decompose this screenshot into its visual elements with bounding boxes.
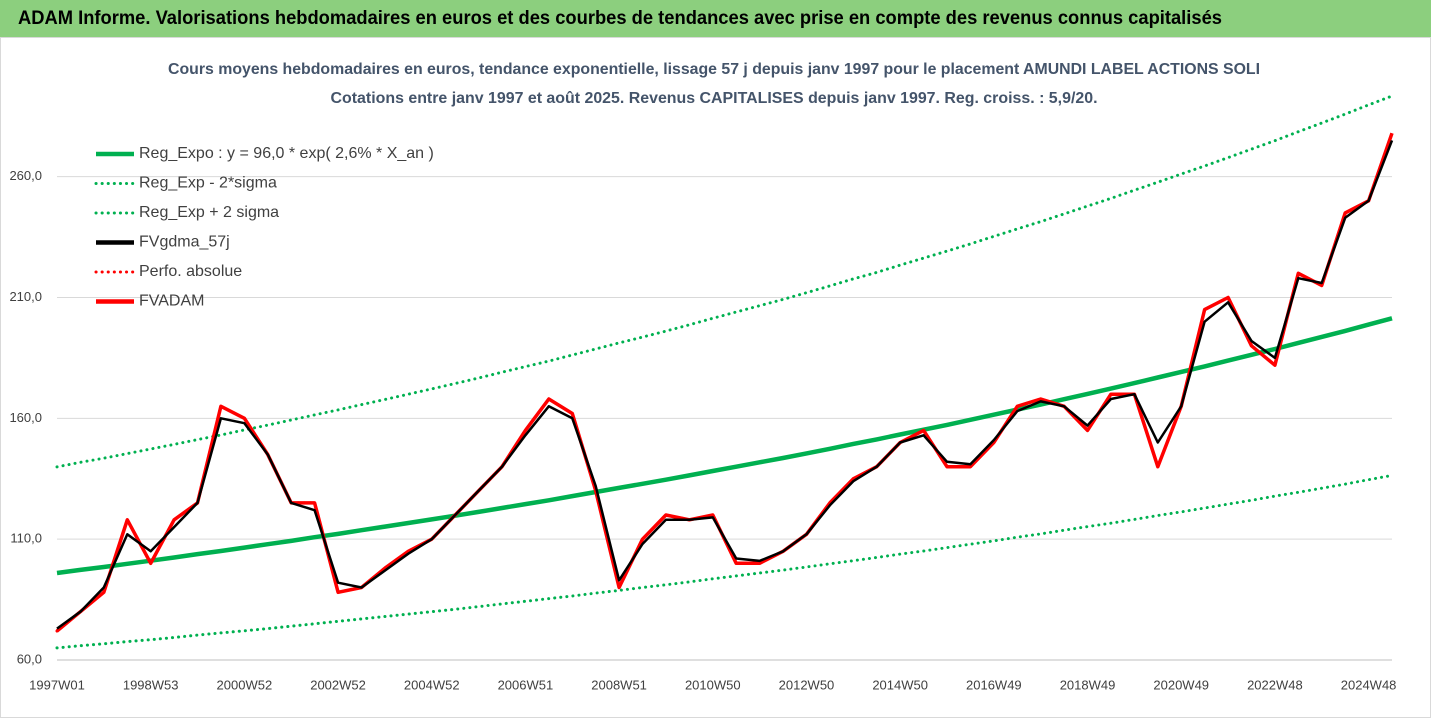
legend-label: Reg_Expo : y = 96,0 * exp( 2,6% * X_an ) bbox=[139, 145, 434, 162]
x-tick-label: 2010W50 bbox=[685, 677, 741, 692]
x-tick-label: 2024W48 bbox=[1341, 677, 1397, 692]
x-tick-label: 1998W53 bbox=[123, 677, 179, 692]
series-line bbox=[56, 139, 1394, 630]
x-tick-label: 2018W49 bbox=[1060, 677, 1116, 692]
x-tick-label: 2014W50 bbox=[872, 677, 928, 692]
y-tick-label: 260,0 bbox=[9, 168, 42, 183]
x-tick-label: 2008W51 bbox=[591, 677, 647, 692]
y-tick-label: 110,0 bbox=[10, 531, 42, 546]
x-tick-label: 2006W51 bbox=[498, 677, 554, 692]
y-tick-label: 210,0 bbox=[9, 289, 42, 304]
series-line bbox=[55, 94, 1394, 469]
legend-label: FVgdma_57j bbox=[139, 234, 230, 251]
legend-label: Reg_Exp - 2*sigma bbox=[139, 175, 277, 192]
y-tick-label: 60,0 bbox=[17, 651, 42, 666]
legend-label: Perfo. absolue bbox=[139, 263, 242, 280]
x-tick-label: 1997W01 bbox=[29, 677, 85, 692]
chart-subtitle: Cours moyens hebdomadaires en euros, ten… bbox=[168, 61, 1260, 78]
x-tick-label: 2012W50 bbox=[779, 677, 835, 692]
x-tick-label: 2016W49 bbox=[966, 677, 1022, 692]
chart-subtitle: Cotations entre janv 1997 et août 2025. … bbox=[331, 90, 1098, 107]
x-tick-label: 2004W52 bbox=[404, 677, 460, 692]
x-tick-label: 2000W52 bbox=[217, 677, 273, 692]
legend-label: FVADAM bbox=[139, 293, 204, 310]
x-tick-label: 2002W52 bbox=[310, 677, 366, 692]
x-tick-label: 2022W48 bbox=[1247, 677, 1303, 692]
series-line bbox=[56, 316, 1393, 576]
legend-label: Reg_Exp + 2 sigma bbox=[139, 204, 279, 221]
title-banner bbox=[0, 0, 1431, 37]
series-line bbox=[55, 473, 1394, 650]
chart-title: ADAM Informe. Valorisations hebdomadaire… bbox=[18, 8, 1222, 29]
y-tick-label: 160,0 bbox=[9, 410, 42, 425]
x-tick-label: 2020W49 bbox=[1153, 677, 1209, 692]
legend: Reg_Expo : y = 96,0 * exp( 2,6% * X_an )… bbox=[94, 145, 434, 310]
